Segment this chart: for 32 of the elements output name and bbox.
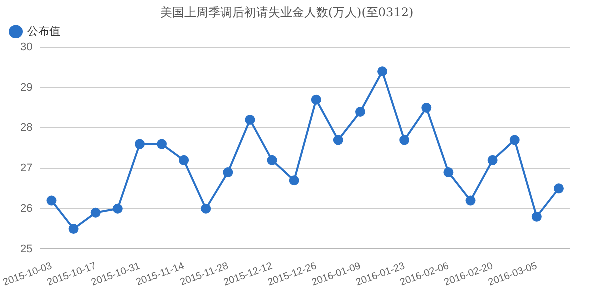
- point: [46, 196, 57, 206]
- point: [355, 106, 366, 117]
- y-tick-label: 25: [20, 243, 33, 256]
- point: [333, 135, 344, 146]
- point: [223, 168, 234, 178]
- point: [422, 102, 432, 113]
- point: [378, 66, 388, 77]
- point: [267, 155, 278, 166]
- point: [245, 115, 256, 126]
- y-tick-label: 30: [20, 41, 33, 54]
- point: [112, 204, 123, 214]
- point: [157, 139, 168, 150]
- point: [179, 155, 190, 166]
- point: [466, 196, 476, 206]
- point: [134, 139, 145, 150]
- y-tick-label: 29: [20, 82, 33, 94]
- point: [311, 94, 322, 105]
- point: [510, 135, 520, 146]
- chart-title: 美国上周季调后初请失业金人数(万人)(至0312): [160, 5, 414, 20]
- y-tick-label: 28: [20, 122, 33, 134]
- y-tick-label: 27: [20, 162, 33, 175]
- point: [68, 224, 79, 234]
- y-tick-label: 26: [20, 202, 33, 215]
- point: [554, 184, 564, 194]
- point: [90, 208, 101, 218]
- point: [201, 204, 212, 214]
- point: [444, 168, 454, 178]
- point: [289, 176, 300, 186]
- point: [400, 135, 410, 146]
- legend-label: 公布值: [28, 24, 60, 38]
- point: [488, 155, 498, 166]
- point: [532, 212, 542, 222]
